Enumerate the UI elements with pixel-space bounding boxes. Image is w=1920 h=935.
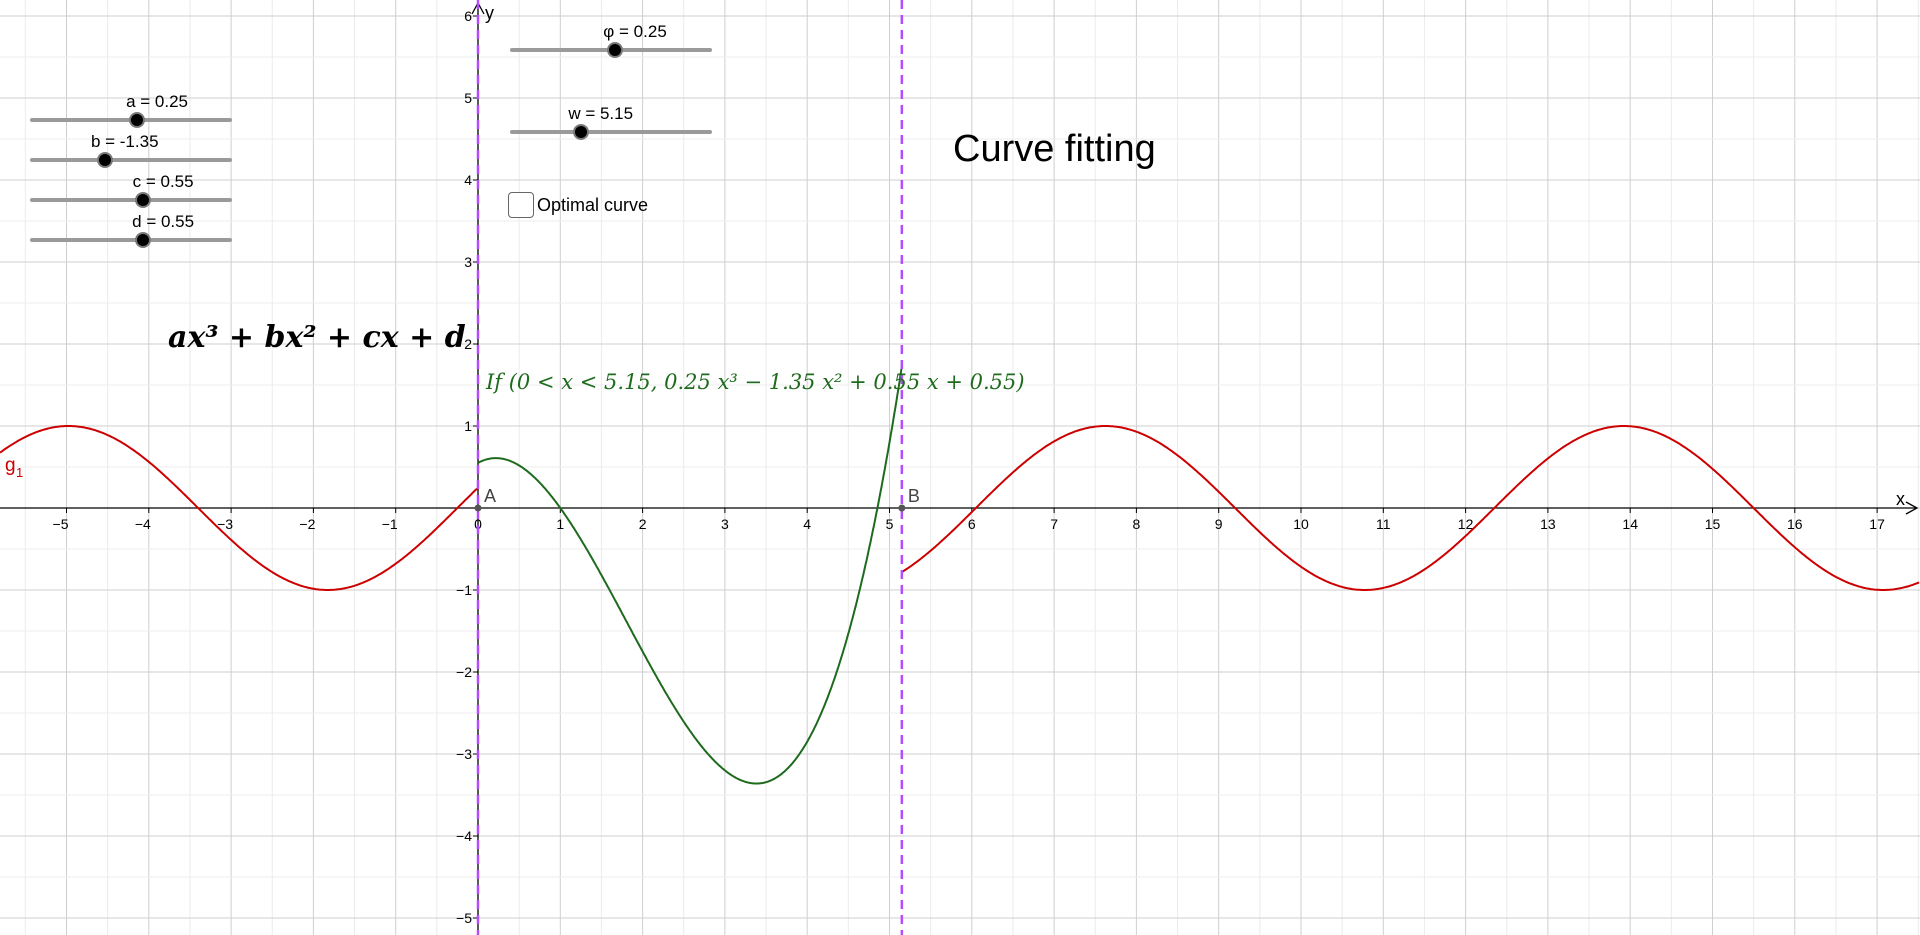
y-tick-label: 2 <box>464 336 472 352</box>
x-tick-label: 2 <box>639 516 647 532</box>
x-axis-label: x <box>1896 489 1905 509</box>
x-tick-label: 4 <box>803 516 811 532</box>
y-tick-label: 4 <box>464 172 472 188</box>
slider-b[interactable]: b = -1.35 <box>30 132 232 168</box>
x-tick-label: 7 <box>1050 516 1058 532</box>
x-tick-label: 8 <box>1133 516 1141 532</box>
slider-b-track[interactable] <box>30 158 232 162</box>
x-tick-label: −2 <box>299 516 315 532</box>
slider-w[interactable]: w = 5.15 <box>510 104 712 140</box>
point-a-label: A <box>484 486 496 506</box>
x-tick-label: −3 <box>217 516 233 532</box>
slider-d-knob[interactable] <box>135 232 152 248</box>
slider-c-label: c = 0.55 <box>132 172 194 191</box>
sine-curve-label-sub: 1 <box>16 465 23 480</box>
y-tick-label: 1 <box>464 418 472 434</box>
slider-d-track[interactable] <box>30 238 232 242</box>
x-tick-label: 17 <box>1869 516 1885 532</box>
x-tick-label: 9 <box>1215 516 1223 532</box>
x-tick-label: 3 <box>721 516 729 532</box>
slider-w-track[interactable] <box>510 130 712 134</box>
y-tick-label: −2 <box>456 664 472 680</box>
point-a[interactable] <box>474 504 482 512</box>
slider-a-label: a = 0.25 <box>126 92 189 111</box>
y-tick-label: 3 <box>464 254 472 270</box>
slider-a-knob[interactable] <box>129 112 146 128</box>
y-tick-label: −3 <box>456 746 472 762</box>
slider-b-knob[interactable] <box>96 152 113 168</box>
x-tick-label: 6 <box>968 516 976 532</box>
curve-definition-text: If (0 < x < 5.15, 0.25 x³ − 1.35 x² + 0.… <box>486 370 1025 394</box>
formula-text: ax³ + bx² + cx + d <box>168 320 466 355</box>
optimal-curve-checkbox[interactable]: Optimal curve <box>508 192 648 218</box>
slider-phi-knob[interactable] <box>607 42 624 58</box>
x-tick-label: 1 <box>556 516 564 532</box>
cubic-curve[interactable] <box>477 366 903 785</box>
slider-c-track[interactable] <box>30 198 232 202</box>
page-title: Curve fitting <box>953 128 1156 170</box>
x-tick-label: 15 <box>1705 516 1721 532</box>
x-tick-label: −5 <box>53 516 69 532</box>
slider-b-label: b = -1.35 <box>90 132 159 151</box>
slider-a[interactable]: a = 0.25 <box>30 92 232 128</box>
x-tick-label: 5 <box>886 516 894 532</box>
y-tick-label: −4 <box>456 828 472 844</box>
slider-w-knob[interactable] <box>572 124 589 140</box>
sine-curve-right[interactable] <box>901 425 1920 591</box>
slider-c-knob[interactable] <box>135 192 152 208</box>
point-b[interactable] <box>898 504 906 512</box>
x-tick-label: 16 <box>1787 516 1803 532</box>
y-axis-label: y <box>485 3 494 23</box>
slider-phi-label: φ = 0.25 <box>603 22 667 41</box>
slider-d[interactable]: d = 0.55 <box>30 212 232 248</box>
y-tick-label: −5 <box>456 910 472 926</box>
x-tick-label: −4 <box>135 516 151 532</box>
x-tick-label: 10 <box>1293 516 1309 532</box>
y-tick-label: 5 <box>464 90 472 106</box>
x-tick-label: 11 <box>1376 516 1391 532</box>
y-tick-label: 6 <box>464 8 472 24</box>
optimal-curve-label: Optimal curve <box>537 194 649 215</box>
curve-definition-label: If (0 < x < 5.15, 0.25 x³ − 1.35 x² + 0.… <box>486 370 1025 394</box>
slider-phi[interactable]: φ = 0.25 <box>510 22 712 58</box>
x-tick-label: 14 <box>1622 516 1638 532</box>
slider-c[interactable]: c = 0.55 <box>30 172 232 208</box>
point-b-label: B <box>908 486 920 506</box>
checkbox-box[interactable] <box>508 192 534 218</box>
x-tick-label: 12 <box>1458 516 1474 532</box>
x-tick-label: −1 <box>382 516 398 532</box>
y-tick-label: −1 <box>456 582 472 598</box>
x-axis-arrow <box>1905 501 1919 515</box>
sine-curve-left[interactable] <box>0 425 479 591</box>
slider-d-label: d = 0.55 <box>132 212 195 231</box>
cubic-formula: ax³ + bx² + cx + d <box>168 320 466 355</box>
slider-w-label: w = 5.15 <box>568 104 634 123</box>
sine-curve-label: g <box>5 455 16 476</box>
x-tick-label: 13 <box>1540 516 1556 532</box>
x-tick-label: 0 <box>474 516 482 532</box>
